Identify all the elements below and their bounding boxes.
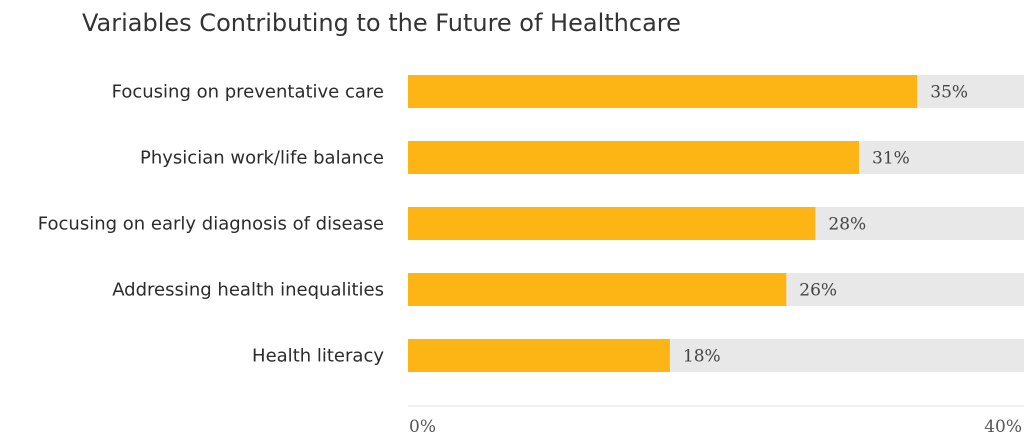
- bars-layer: Focusing on preventative care 35% Physicia…: [38, 75, 1024, 372]
- bar: [408, 207, 816, 240]
- bar: [408, 141, 860, 174]
- bar: [408, 273, 787, 306]
- category-label: Addressing health inequalities: [112, 280, 384, 301]
- x-axis-ticks: 0% 40%: [409, 417, 1022, 437]
- x-tick-label: 40%: [984, 417, 1022, 437]
- value-label: 26%: [799, 281, 837, 301]
- category-label: Health literacy: [252, 346, 384, 367]
- chart-title: Variables Contributing to the Future of …: [82, 9, 681, 37]
- x-tick-label: 0%: [409, 417, 436, 437]
- bar: [408, 339, 670, 372]
- category-label: Focusing on early diagnosis of disease: [38, 214, 384, 235]
- value-label: 31%: [872, 149, 910, 169]
- value-label: 28%: [828, 215, 866, 235]
- category-label: Focusing on preventative care: [112, 82, 384, 103]
- value-label: 35%: [930, 83, 968, 103]
- value-label: 18%: [683, 347, 721, 367]
- bar: [408, 75, 918, 108]
- category-label: Physician work/life balance: [140, 148, 384, 169]
